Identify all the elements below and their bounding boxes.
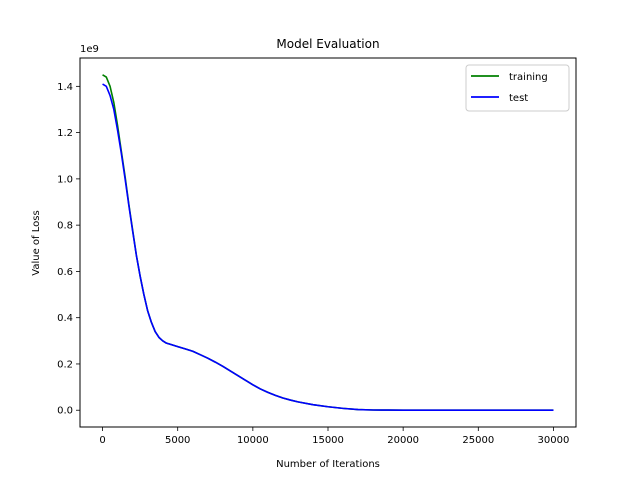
x-tick-label: 10000 bbox=[237, 435, 269, 446]
x-tick-label: 5000 bbox=[165, 435, 190, 446]
legend: training test bbox=[465, 64, 570, 112]
x-tick-label: 15000 bbox=[312, 435, 344, 446]
y-tick-label: 0.6 bbox=[57, 267, 73, 278]
plot-area bbox=[102, 74, 554, 412]
x-tick-label: 0 bbox=[99, 435, 105, 446]
legend-label-test: test bbox=[509, 93, 528, 104]
y-tick-label: 0.0 bbox=[57, 406, 73, 417]
axes-frame bbox=[79, 57, 577, 428]
x-tick-label: 25000 bbox=[462, 435, 494, 446]
x-tick-label: 20000 bbox=[387, 435, 419, 446]
y-tick-label: 0.8 bbox=[57, 221, 73, 232]
y-tick-label: 0.4 bbox=[57, 313, 73, 324]
legend-label-training: training bbox=[509, 72, 548, 83]
x-tick-label: 30000 bbox=[538, 435, 570, 446]
y-axis-label: Value of Loss bbox=[31, 210, 42, 275]
y-tick-label: 0.2 bbox=[57, 359, 73, 370]
y-tick-label: 1.2 bbox=[57, 128, 73, 139]
y-tick-label: 1.0 bbox=[57, 174, 73, 185]
y-tick-label: 1.4 bbox=[57, 82, 73, 93]
series-line-test bbox=[102, 83, 554, 412]
x-axis-label: Number of Iterations bbox=[276, 459, 380, 470]
x-axis-ticks: 0 5000 10000 15000 20000 25000 30000 bbox=[99, 427, 569, 446]
y-axis-ticks: 0.0 0.2 0.4 0.6 0.8 1.0 1.2 1.4 bbox=[57, 82, 80, 417]
chart-title: Model Evaluation bbox=[276, 37, 379, 51]
y-offset-label: 1e9 bbox=[80, 44, 99, 55]
